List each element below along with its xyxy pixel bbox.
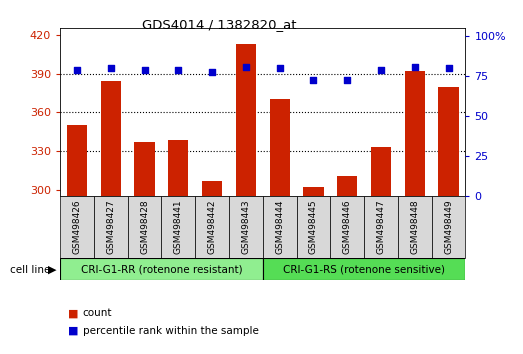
- Point: [411, 64, 419, 70]
- Bar: [67, 125, 87, 354]
- FancyBboxPatch shape: [431, 196, 465, 258]
- Text: cell line: cell line: [10, 265, 51, 275]
- Text: GSM498448: GSM498448: [411, 200, 419, 254]
- Point: [276, 65, 284, 71]
- Text: GSM498441: GSM498441: [174, 200, 183, 254]
- Point: [309, 77, 317, 82]
- Bar: [202, 181, 222, 354]
- Bar: [303, 187, 324, 354]
- Point: [445, 65, 453, 71]
- Text: percentile rank within the sample: percentile rank within the sample: [83, 326, 258, 336]
- Point: [242, 64, 250, 70]
- Text: ■: ■: [68, 308, 78, 318]
- Text: GSM498427: GSM498427: [106, 200, 115, 254]
- FancyBboxPatch shape: [364, 196, 398, 258]
- Bar: [371, 147, 391, 354]
- Text: GSM498426: GSM498426: [73, 200, 82, 254]
- Text: count: count: [83, 308, 112, 318]
- Point: [377, 67, 385, 73]
- Text: GSM498445: GSM498445: [309, 200, 318, 254]
- Bar: [236, 44, 256, 354]
- Point: [73, 67, 81, 73]
- Point: [107, 65, 115, 71]
- Text: ▶: ▶: [48, 265, 56, 275]
- Point: [208, 69, 217, 74]
- Text: GDS4014 / 1382820_at: GDS4014 / 1382820_at: [142, 18, 297, 31]
- Text: GSM498446: GSM498446: [343, 200, 352, 254]
- FancyBboxPatch shape: [128, 196, 162, 258]
- Bar: [337, 176, 357, 354]
- Bar: [438, 86, 459, 354]
- FancyBboxPatch shape: [263, 258, 465, 280]
- Point: [174, 67, 183, 73]
- FancyBboxPatch shape: [331, 196, 364, 258]
- FancyBboxPatch shape: [195, 196, 229, 258]
- Text: GSM498428: GSM498428: [140, 200, 149, 254]
- Text: GSM498444: GSM498444: [275, 200, 284, 254]
- Text: CRI-G1-RR (rotenone resistant): CRI-G1-RR (rotenone resistant): [81, 264, 242, 274]
- Text: GSM498443: GSM498443: [242, 200, 251, 254]
- Point: [343, 77, 351, 82]
- Text: CRI-G1-RS (rotenone sensitive): CRI-G1-RS (rotenone sensitive): [283, 264, 445, 274]
- Bar: [100, 81, 121, 354]
- Point: [140, 67, 149, 73]
- FancyBboxPatch shape: [60, 196, 94, 258]
- Bar: [405, 71, 425, 354]
- Text: GSM498449: GSM498449: [444, 200, 453, 254]
- Text: GSM498442: GSM498442: [208, 200, 217, 254]
- FancyBboxPatch shape: [60, 258, 263, 280]
- FancyBboxPatch shape: [398, 196, 431, 258]
- FancyBboxPatch shape: [263, 196, 297, 258]
- Text: GSM498447: GSM498447: [377, 200, 385, 254]
- Bar: [134, 142, 155, 354]
- FancyBboxPatch shape: [162, 196, 195, 258]
- Bar: [269, 99, 290, 354]
- FancyBboxPatch shape: [94, 196, 128, 258]
- FancyBboxPatch shape: [229, 196, 263, 258]
- Bar: [168, 139, 188, 354]
- Text: ■: ■: [68, 326, 78, 336]
- FancyBboxPatch shape: [297, 196, 331, 258]
